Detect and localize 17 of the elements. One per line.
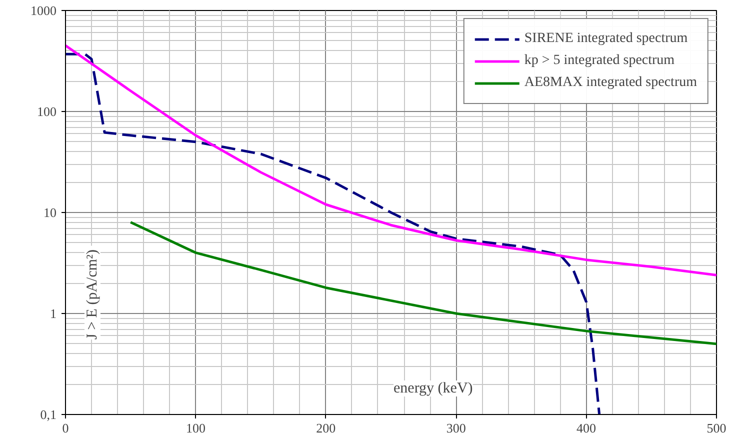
x-tick-label: 400 [576, 420, 596, 436]
y-tick-label: 1 [50, 306, 56, 321]
legend-label: kp > 5 integrated spectrum [524, 53, 675, 69]
legend-label: SIRENE integrated spectrum [524, 31, 688, 47]
x-tick-label: 300 [446, 420, 466, 436]
line-series [129, 221, 716, 346]
y-axis-title: J > E (pA/cm²) [84, 249, 100, 340]
y-tick-label: 1000 [30, 3, 56, 18]
x-tick-label: 200 [316, 420, 336, 436]
y-tick-label: 10 [44, 205, 56, 220]
y-tick-label: 0,1 [40, 407, 56, 422]
legend-label: AE8MAX integrated spectrum [524, 75, 697, 91]
x-tick-label: 500 [706, 420, 726, 436]
x-tick-label: 100 [186, 420, 206, 436]
x-tick-label: 0 [62, 420, 69, 436]
y-tick-label: 100 [37, 104, 56, 119]
x-axis-title: energy (keV) [394, 380, 473, 396]
